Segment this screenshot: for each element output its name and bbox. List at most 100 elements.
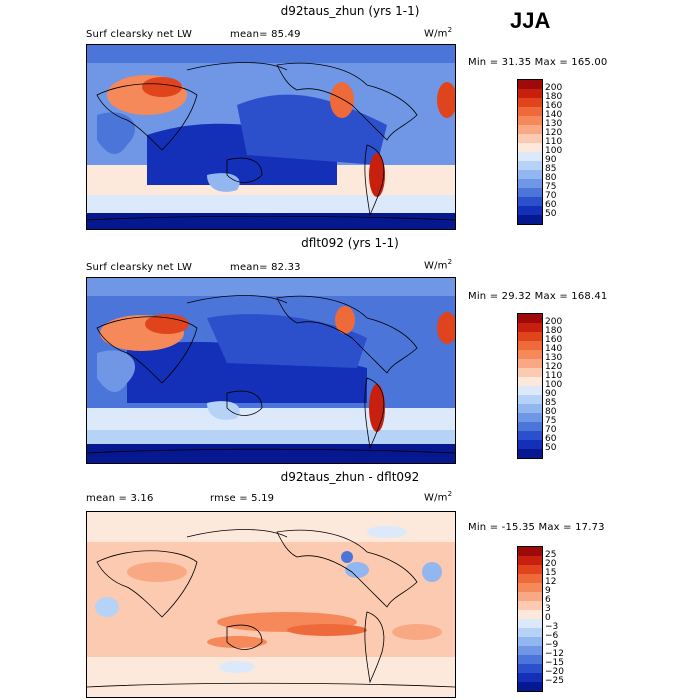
panel2-map-svg [87,278,455,463]
panel1-map-svg [87,45,455,229]
colorbar-label: 70 [545,190,557,201]
panel2-colorbar [517,313,543,459]
colorbar-label: 110 [545,136,563,147]
colorbar-label: 200 [545,316,563,327]
panel1-mean: mean= 85.49 [230,29,301,40]
colorbar-swatch [518,655,542,664]
colorbar-swatch [518,89,542,98]
panel1-title: d92taus_zhun (yrs 1-1) [280,4,420,18]
colorbar-label: 60 [545,433,557,444]
colorbar-swatch [518,547,542,556]
colorbar-label: 25 [545,549,557,560]
colorbar-label: 9 [545,585,551,596]
panel1-units: W/m2 [424,26,453,40]
colorbar-label: −9 [545,639,559,650]
colorbar-swatch [518,80,542,89]
colorbar-label: −3 [545,621,559,632]
colorbar-label: 110 [545,370,563,381]
colorbar-label: −6 [545,630,559,641]
colorbar-label: 75 [545,415,557,426]
colorbar-label: 130 [545,118,563,129]
colorbar-label: −20 [545,666,564,677]
panel3-map [86,511,456,698]
colorbar-swatch [518,449,542,458]
colorbar-swatch [518,368,542,377]
colorbar-label: 100 [545,379,563,390]
colorbar-swatch [518,152,542,161]
colorbar-swatch [518,664,542,673]
colorbar-label: 140 [545,343,563,354]
colorbar-label: 90 [545,154,557,165]
panel3-title: d92taus_zhun - dflt092 [280,470,420,484]
colorbar-swatch [518,125,542,134]
panel3-units: W/m2 [424,490,453,504]
colorbar-swatch [518,592,542,601]
colorbar-label: 75 [545,181,557,192]
colorbar-swatch [518,161,542,170]
colorbar-label: 0 [545,612,551,623]
colorbar-label: 50 [545,208,557,219]
colorbar-swatch [518,646,542,655]
panel2-title: dflt092 (yrs 1-1) [301,236,399,250]
colorbar-swatch [518,422,542,431]
colorbar-swatch [518,332,542,341]
panel2-units: W/m2 [424,258,453,272]
colorbar-swatch [518,134,542,143]
colorbar-label: −15 [545,657,564,668]
colorbar-swatch [518,341,542,350]
panel1-map [86,44,456,230]
colorbar-label: 200 [545,82,563,93]
colorbar-swatch [518,619,542,628]
colorbar-swatch [518,386,542,395]
colorbar-label: 130 [545,352,563,363]
colorbar-swatch [518,143,542,152]
colorbar-label: 120 [545,127,563,138]
colorbar-label: 160 [545,100,563,111]
colorbar-swatch [518,188,542,197]
season-label: JJA [510,8,551,33]
colorbar-label: 50 [545,442,557,453]
panel1-field: Surf clearsky net LW [86,29,193,40]
colorbar-swatch [518,556,542,565]
panel2-map [86,277,456,464]
colorbar-swatch [518,431,542,440]
colorbar-swatch [518,673,542,682]
colorbar-label: 70 [545,424,557,435]
colorbar-label: 15 [545,567,557,578]
colorbar-swatch [518,350,542,359]
colorbar-swatch [518,574,542,583]
colorbar-swatch [518,107,542,116]
colorbar-swatch [518,682,542,691]
colorbar-label: 12 [545,576,557,587]
colorbar-swatch [518,395,542,404]
colorbar-swatch [518,583,542,592]
colorbar-swatch [518,197,542,206]
colorbar-swatch [518,628,542,637]
colorbar-swatch [518,637,542,646]
colorbar-label: 100 [545,145,563,156]
colorbar-label: 85 [545,397,557,408]
colorbar-swatch [518,413,542,422]
colorbar-label: 90 [545,388,557,399]
colorbar-label: 85 [545,163,557,174]
colorbar-swatch [518,116,542,125]
panel3-map-svg [87,512,455,697]
colorbar-label: 3 [545,603,551,614]
colorbar-label: 80 [545,406,557,417]
colorbar-label: 60 [545,199,557,210]
colorbar-swatch [518,359,542,368]
colorbar-swatch [518,601,542,610]
colorbar-label: −25 [545,675,564,686]
panel2-minmax: Min = 29.32 Max = 168.41 [468,291,608,302]
colorbar-swatch [518,98,542,107]
colorbar-label: 120 [545,361,563,372]
colorbar-label: 160 [545,334,563,345]
panel3-colorbar [517,546,543,692]
colorbar-label: 80 [545,172,557,183]
panel3-rmse: rmse = 5.19 [210,493,275,504]
colorbar-label: 6 [545,594,551,605]
colorbar-swatch [518,440,542,449]
colorbar-label: 180 [545,91,563,102]
panel2-field: Surf clearsky net LW [86,262,193,273]
panel1-colorbar [517,79,543,225]
